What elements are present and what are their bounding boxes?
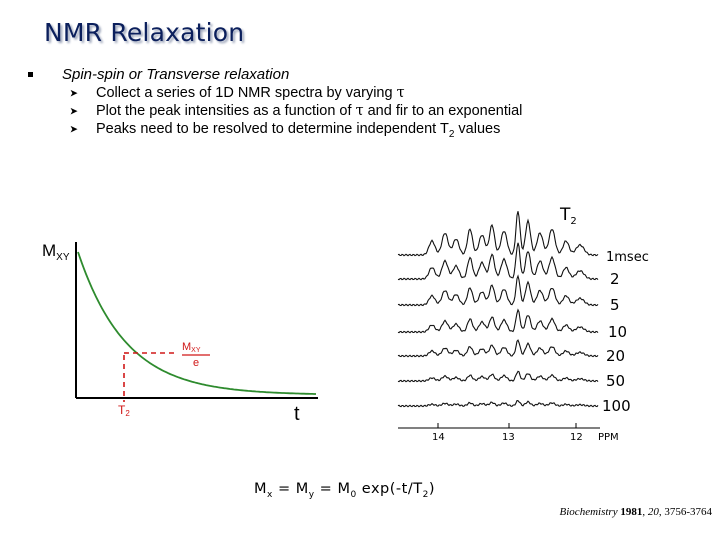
sub-bullet-item: ➤ Peaks need to be resolved to determine… bbox=[70, 120, 522, 140]
ppm-tick-label: 12 bbox=[570, 432, 583, 443]
spectrum-trace bbox=[397, 339, 599, 358]
main-bullet-text: Spin-spin or Transverse relaxation bbox=[62, 66, 290, 83]
delay-label: 5 bbox=[610, 296, 620, 314]
spectrum-trace bbox=[397, 400, 599, 408]
t2-marker-label: T2 bbox=[118, 403, 130, 418]
arrow-bullet-icon: ➤ bbox=[70, 124, 78, 134]
sub-bullet-item: ➤ Plot the peak intensities as a functio… bbox=[70, 102, 522, 120]
arrow-bullet-icon: ➤ bbox=[70, 106, 78, 116]
sub-bullet-item: ➤ Collect a series of 1D NMR spectra by … bbox=[70, 84, 522, 102]
slide-title: NMR Relaxation bbox=[44, 18, 245, 47]
marker-fraction-denominator: e bbox=[193, 357, 199, 369]
delay-label: 10 bbox=[608, 323, 627, 341]
spectrum-trace bbox=[397, 370, 599, 383]
delay-label: 2 bbox=[610, 270, 620, 288]
main-bullet: Spin-spin or Transverse relaxation bbox=[28, 66, 289, 83]
exponential-decay-plot: MXY MXY e T2 t bbox=[42, 241, 318, 425]
spectra-traces bbox=[397, 211, 599, 408]
x-axis-label: t bbox=[294, 403, 300, 425]
ppm-tick-label: 14 bbox=[432, 432, 445, 443]
sub-bullet-text: Plot the peak intensities as a function … bbox=[96, 103, 523, 119]
delay-label: 50 bbox=[606, 372, 625, 390]
ppm-unit-label: PPM bbox=[598, 432, 619, 443]
sub-bullet-text: Collect a series of 1D NMR spectra by va… bbox=[96, 85, 405, 101]
arrow-bullet-icon: ➤ bbox=[70, 88, 78, 98]
ppm-tick-label: 13 bbox=[502, 432, 515, 443]
y-axis-label: MXY bbox=[42, 241, 70, 263]
delay-label: 20 bbox=[606, 347, 625, 365]
marker-fraction-numerator: MXY bbox=[182, 341, 201, 354]
spectrum-trace bbox=[397, 308, 599, 334]
nmr-spectra-stack: T2 1msec 2 5 10 20 50 100 14 13 12 PPM bbox=[397, 205, 649, 443]
sub-bullet-list: ➤ Collect a series of 1D NMR spectra by … bbox=[70, 84, 522, 140]
delay-label: 1msec bbox=[606, 250, 649, 265]
t2-header: T2 bbox=[559, 205, 577, 227]
spectrum-trace bbox=[397, 211, 599, 257]
delay-label: 100 bbox=[602, 397, 631, 415]
sub-bullet-text: Peaks need to be resolved to determine i… bbox=[96, 121, 501, 140]
spectrum-trace bbox=[397, 242, 599, 281]
citation: Biochemistry 1981, 20, 3756-3764 bbox=[559, 506, 712, 518]
spectrum-trace bbox=[397, 274, 599, 307]
decay-curve bbox=[77, 251, 316, 395]
relaxation-equation: Mx = My = M0 exp(-t/T2) bbox=[254, 481, 435, 500]
square-bullet-icon bbox=[28, 72, 33, 77]
